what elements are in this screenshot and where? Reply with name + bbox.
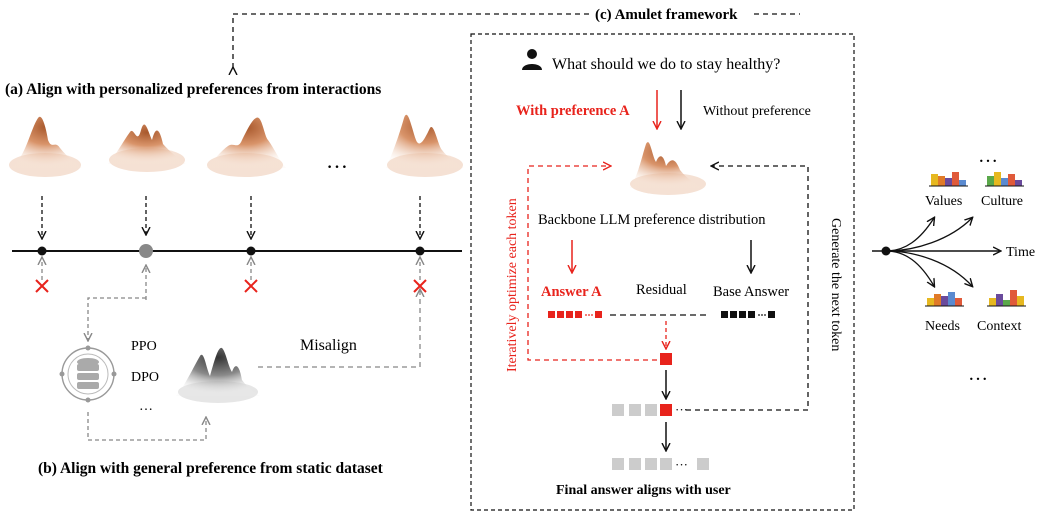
final-tokens	[612, 458, 709, 470]
new-token	[660, 353, 672, 365]
answer-a-tokens	[548, 311, 602, 318]
timeline-node-2	[139, 244, 153, 258]
timeline-node-3	[246, 246, 256, 256]
time-label: Time	[1006, 245, 1035, 260]
base-answer-tokens	[721, 311, 775, 318]
label-needs: Needs	[925, 319, 960, 334]
generate-label: Generate the next token	[828, 218, 843, 351]
cross-icon	[35, 279, 49, 293]
cross-icon	[244, 279, 258, 293]
label-values: Values	[925, 194, 962, 209]
framework-title: (c) Amulet framework	[595, 7, 738, 23]
method-ppo: PPO	[131, 339, 157, 354]
distribution-peak-4	[386, 114, 464, 177]
arrow-b-left-down	[88, 297, 146, 340]
sequence-ellipsis: ···	[675, 402, 688, 417]
user-icon	[522, 49, 542, 70]
branch-values	[885, 218, 934, 252]
sequence-tokens	[612, 404, 672, 416]
question-text: What should we do to stay healthy?	[552, 56, 780, 73]
distribution-peak-3	[206, 117, 286, 177]
arrow-b-loop	[87, 412, 206, 441]
answer-a-label: Answer A	[541, 284, 602, 300]
distribution-peak-2	[108, 124, 186, 172]
method-dpo: DPO	[131, 370, 159, 385]
top-connector	[233, 13, 590, 68]
panel-a-ellipsis: …	[326, 148, 348, 173]
label-context: Context	[977, 319, 1021, 334]
panel-b-title: (b) Align with general preference from s…	[38, 460, 384, 477]
right-ellipsis-top: …	[978, 145, 998, 167]
timeline-node-4	[415, 246, 425, 256]
branch-context	[885, 250, 972, 286]
final-answer-label: Final answer aligns with user	[556, 483, 731, 498]
values-bar-icon	[929, 172, 968, 187]
context-bar-icon	[987, 290, 1026, 307]
method-more: …	[139, 399, 153, 414]
distribution-peak-1	[9, 116, 82, 177]
generate-loop	[686, 166, 809, 411]
culture-bar-icon	[985, 172, 1024, 187]
database-icon	[59, 345, 117, 403]
needs-bar-icon	[925, 292, 964, 307]
backbone-distribution	[630, 142, 706, 195]
branch-culture	[885, 218, 972, 252]
misalign-connector	[258, 290, 420, 368]
final-ellipsis: ···	[675, 457, 688, 472]
base-answer-label: Base Answer	[713, 284, 789, 300]
panel-a-title: (a) Align with personalized preferences …	[5, 81, 381, 98]
branch-needs	[885, 250, 934, 286]
with-preference-label: With preference A	[516, 103, 630, 119]
misalign-label: Misalign	[300, 337, 357, 354]
right-ellipsis-bottom: …	[968, 363, 988, 385]
backbone-label: Backbone LLM preference distribution	[538, 212, 766, 228]
iterate-label: Iteratively optimize each token	[505, 198, 520, 372]
without-preference-label: Without preference	[703, 104, 811, 119]
label-culture: Culture	[981, 194, 1023, 209]
timeline-node-1	[37, 246, 47, 256]
panel-c-box	[470, 33, 855, 511]
general-preference-distribution	[176, 347, 260, 403]
iterate-loop	[527, 166, 666, 361]
residual-label: Residual	[636, 282, 687, 298]
